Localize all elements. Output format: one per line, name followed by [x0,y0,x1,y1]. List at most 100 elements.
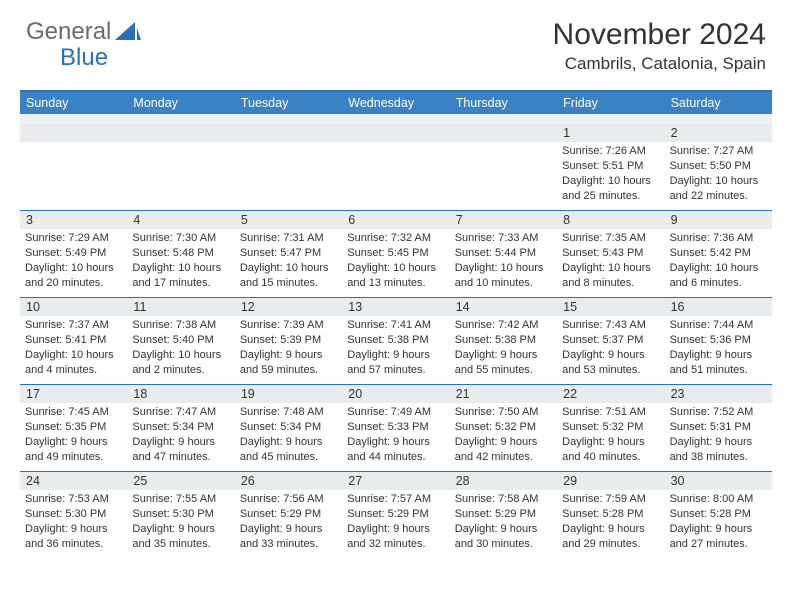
day-number: 20 [342,385,449,403]
sunrise-text: Sunrise: 7:39 AM [240,318,337,333]
sunset-text: Sunset: 5:33 PM [347,420,444,435]
daylight-text: Daylight: 9 hours and 47 minutes. [132,435,229,465]
day-number: 12 [235,298,342,316]
day-details: Sunrise: 7:32 AMSunset: 5:45 PMDaylight:… [342,229,449,294]
sunrise-text: Sunrise: 7:31 AM [240,231,337,246]
day-details: Sunrise: 7:41 AMSunset: 5:38 PMDaylight:… [342,316,449,381]
daylight-text: Daylight: 9 hours and 55 minutes. [455,348,552,378]
sunset-text: Sunset: 5:50 PM [670,159,767,174]
day-number: 1 [557,124,664,142]
day-cell: 30Sunrise: 8:00 AMSunset: 5:28 PMDayligh… [665,472,772,558]
logo-sail-icon [115,22,141,42]
sunrise-text: Sunrise: 7:32 AM [347,231,444,246]
day-cell: 13Sunrise: 7:41 AMSunset: 5:38 PMDayligh… [342,298,449,384]
day-cell: 29Sunrise: 7:59 AMSunset: 5:28 PMDayligh… [557,472,664,558]
daylight-text: Daylight: 10 hours and 13 minutes. [347,261,444,291]
day-number [127,124,234,142]
sunrise-text: Sunrise: 7:56 AM [240,492,337,507]
day-details: Sunrise: 7:59 AMSunset: 5:28 PMDaylight:… [557,490,664,555]
day-number: 25 [127,472,234,490]
daylight-text: Daylight: 9 hours and 57 minutes. [347,348,444,378]
daylight-text: Daylight: 9 hours and 30 minutes. [455,522,552,552]
sunrise-text: Sunrise: 7:35 AM [562,231,659,246]
daylight-text: Daylight: 9 hours and 33 minutes. [240,522,337,552]
day-number: 27 [342,472,449,490]
spacer-row [20,114,772,124]
daylight-text: Daylight: 9 hours and 35 minutes. [132,522,229,552]
day-cell: 22Sunrise: 7:51 AMSunset: 5:32 PMDayligh… [557,385,664,471]
sunset-text: Sunset: 5:39 PM [240,333,337,348]
sunset-text: Sunset: 5:30 PM [132,507,229,522]
day-details: Sunrise: 8:00 AMSunset: 5:28 PMDaylight:… [665,490,772,555]
sunrise-text: Sunrise: 7:29 AM [25,231,122,246]
sunrise-text: Sunrise: 7:47 AM [132,405,229,420]
day-number: 22 [557,385,664,403]
sunset-text: Sunset: 5:29 PM [347,507,444,522]
day-cell: 4Sunrise: 7:30 AMSunset: 5:48 PMDaylight… [127,211,234,297]
sunrise-text: Sunrise: 7:50 AM [455,405,552,420]
day-details: Sunrise: 7:36 AMSunset: 5:42 PMDaylight:… [665,229,772,294]
sunrise-text: Sunrise: 7:27 AM [670,144,767,159]
day-number: 17 [20,385,127,403]
daylight-text: Daylight: 9 hours and 36 minutes. [25,522,122,552]
daylight-text: Daylight: 10 hours and 6 minutes. [670,261,767,291]
day-number: 15 [557,298,664,316]
daylight-text: Daylight: 10 hours and 10 minutes. [455,261,552,291]
daylight-text: Daylight: 9 hours and 53 minutes. [562,348,659,378]
daylight-text: Daylight: 9 hours and 29 minutes. [562,522,659,552]
day-number: 13 [342,298,449,316]
daylight-text: Daylight: 9 hours and 51 minutes. [670,348,767,378]
logo-text-blue: Blue [60,44,108,72]
day-number: 28 [450,472,557,490]
daylight-text: Daylight: 9 hours and 49 minutes. [25,435,122,465]
day-details: Sunrise: 7:31 AMSunset: 5:47 PMDaylight:… [235,229,342,294]
day-cell: 3Sunrise: 7:29 AMSunset: 5:49 PMDaylight… [20,211,127,297]
day-cell: 26Sunrise: 7:56 AMSunset: 5:29 PMDayligh… [235,472,342,558]
day-cell [235,124,342,210]
day-details: Sunrise: 7:44 AMSunset: 5:36 PMDaylight:… [665,316,772,381]
sunset-text: Sunset: 5:34 PM [132,420,229,435]
daylight-text: Daylight: 10 hours and 15 minutes. [240,261,337,291]
day-cell: 16Sunrise: 7:44 AMSunset: 5:36 PMDayligh… [665,298,772,384]
day-cell: 8Sunrise: 7:35 AMSunset: 5:43 PMDaylight… [557,211,664,297]
sunset-text: Sunset: 5:51 PM [562,159,659,174]
day-details: Sunrise: 7:39 AMSunset: 5:39 PMDaylight:… [235,316,342,381]
day-number: 29 [557,472,664,490]
sunrise-text: Sunrise: 7:33 AM [455,231,552,246]
day-cell: 12Sunrise: 7:39 AMSunset: 5:39 PMDayligh… [235,298,342,384]
day-cell: 25Sunrise: 7:55 AMSunset: 5:30 PMDayligh… [127,472,234,558]
logo-text-general: General [26,18,111,46]
day-number: 3 [20,211,127,229]
sunrise-text: Sunrise: 7:44 AM [670,318,767,333]
day-details: Sunrise: 7:29 AMSunset: 5:49 PMDaylight:… [20,229,127,294]
sunset-text: Sunset: 5:32 PM [455,420,552,435]
day-number: 14 [450,298,557,316]
day-cell: 7Sunrise: 7:33 AMSunset: 5:44 PMDaylight… [450,211,557,297]
sunrise-text: Sunrise: 7:58 AM [455,492,552,507]
weekday-header: Sunday [20,92,127,114]
daylight-text: Daylight: 9 hours and 44 minutes. [347,435,444,465]
sunrise-text: Sunrise: 7:37 AM [25,318,122,333]
day-cell: 10Sunrise: 7:37 AMSunset: 5:41 PMDayligh… [20,298,127,384]
day-number [450,124,557,142]
sunset-text: Sunset: 5:34 PM [240,420,337,435]
day-number [342,124,449,142]
daylight-text: Daylight: 9 hours and 42 minutes. [455,435,552,465]
day-cell [450,124,557,210]
daylight-text: Daylight: 10 hours and 17 minutes. [132,261,229,291]
day-number: 9 [665,211,772,229]
week-row: 17Sunrise: 7:45 AMSunset: 5:35 PMDayligh… [20,384,772,471]
day-cell: 14Sunrise: 7:42 AMSunset: 5:38 PMDayligh… [450,298,557,384]
day-number: 11 [127,298,234,316]
week-row: 1Sunrise: 7:26 AMSunset: 5:51 PMDaylight… [20,124,772,210]
day-details: Sunrise: 7:38 AMSunset: 5:40 PMDaylight:… [127,316,234,381]
day-cell: 20Sunrise: 7:49 AMSunset: 5:33 PMDayligh… [342,385,449,471]
day-cell [127,124,234,210]
day-details: Sunrise: 7:35 AMSunset: 5:43 PMDaylight:… [557,229,664,294]
day-cell: 1Sunrise: 7:26 AMSunset: 5:51 PMDaylight… [557,124,664,210]
day-details: Sunrise: 7:53 AMSunset: 5:30 PMDaylight:… [20,490,127,555]
day-cell: 6Sunrise: 7:32 AMSunset: 5:45 PMDaylight… [342,211,449,297]
day-number [20,124,127,142]
sunset-text: Sunset: 5:29 PM [240,507,337,522]
daylight-text: Daylight: 10 hours and 22 minutes. [670,174,767,204]
